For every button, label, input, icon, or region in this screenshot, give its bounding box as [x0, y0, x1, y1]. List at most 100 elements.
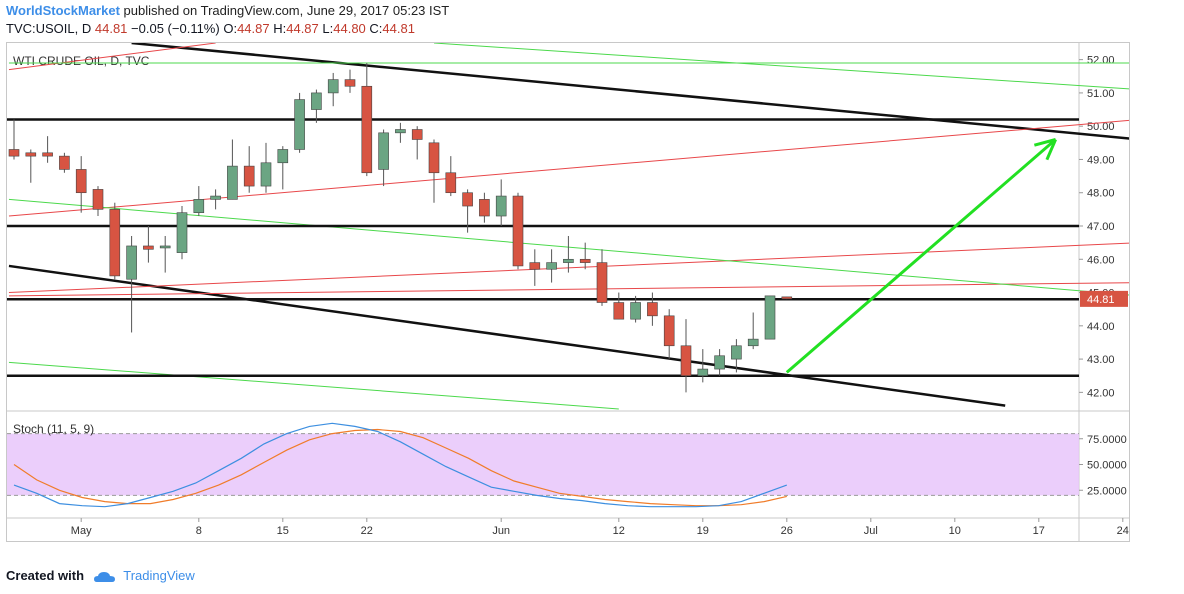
- stoch-title: Stoch (11, 5, 9): [13, 422, 94, 436]
- close-value: 44.81: [382, 21, 415, 36]
- x-tick-label: 15: [277, 525, 289, 537]
- stoch-y-tick-label: 75.0000: [1087, 434, 1127, 446]
- candle-body: [546, 262, 557, 270]
- candle-body: [479, 199, 490, 217]
- stoch-k-line: [13, 422, 788, 508]
- high-value: 44.87: [286, 21, 319, 36]
- stoch-d-line: [13, 428, 787, 507]
- last-price-badge-label: 44.81: [1087, 294, 1115, 306]
- y-tick-label: 50.00: [1087, 121, 1115, 133]
- candle-body: [596, 262, 608, 303]
- stoch-y-tick-label: 25.0000: [1087, 485, 1127, 497]
- candle-body: [411, 129, 423, 140]
- open-label: O:: [223, 21, 238, 36]
- publish-header: WorldStockMarket published on TradingVie…: [6, 3, 449, 18]
- y-tick-label: 42.00: [1087, 387, 1115, 399]
- high-label: H:: [273, 21, 287, 36]
- open-value: 44.87: [237, 21, 270, 36]
- x-tick-label: 24: [1117, 525, 1129, 537]
- symbol-label: TVC:USOIL, D: [6, 21, 92, 36]
- candle-body: [697, 368, 709, 377]
- candle-body: [159, 245, 171, 249]
- y-tick-label: 49.00: [1087, 154, 1115, 166]
- price-chart[interactable]: WTI CRUDE OIL, D, TVC 52.00 51.00 50.00 49.0…: [7, 43, 1129, 541]
- candle-body: [109, 209, 121, 277]
- low-value: 44.80: [333, 21, 366, 36]
- candle-body: [143, 245, 154, 250]
- y-tick-label: 44.00: [1087, 321, 1115, 333]
- candle-body: [260, 162, 272, 187]
- low-label: L:: [322, 21, 334, 36]
- candle-body: [395, 129, 406, 134]
- y-tick-label: 51.00: [1087, 88, 1115, 100]
- y-tick-label: 52.00: [1087, 55, 1115, 67]
- trendline-red: [8, 282, 1129, 297]
- candle-body: [243, 165, 255, 187]
- trendline-black: [131, 43, 1129, 140]
- candle-body: [8, 149, 20, 157]
- candle-body: [445, 172, 457, 194]
- close-label: C:: [369, 21, 383, 36]
- candle-body: [495, 195, 507, 217]
- candle-body: [126, 245, 137, 280]
- trendline-black: [8, 264, 1006, 407]
- candle-body: [613, 302, 625, 320]
- candle-body: [630, 302, 641, 320]
- x-tick-label: 17: [1033, 525, 1045, 537]
- chart-frame[interactable]: WTI CRUDE OIL, D, TVC 52.00 51.00 50.00 49.0…: [6, 42, 1130, 542]
- y-tick-label: 47.00: [1087, 221, 1115, 233]
- x-tick-label: 19: [697, 525, 709, 537]
- last-price-badge: [1080, 290, 1128, 307]
- candle-body: [75, 169, 87, 194]
- symbol-header: TVC:USOIL, D 44.81 −0.05 (−0.11%) O:44.8…: [6, 21, 415, 36]
- candle-body: [344, 79, 356, 87]
- candle-body: [193, 199, 205, 213]
- x-tick-label: Jun: [492, 525, 510, 537]
- candle-body: [663, 315, 675, 347]
- trendline-red: [8, 242, 1129, 294]
- forecast-arrow-head: [1045, 138, 1057, 161]
- tradingview-link[interactable]: TradingView: [123, 568, 195, 583]
- candle-body: [747, 338, 759, 347]
- candle-body: [512, 195, 524, 267]
- tradingview-cloud-icon: [93, 571, 115, 582]
- y-tick-label: 46.00: [1087, 254, 1115, 266]
- created-with-text: Created with: [6, 568, 85, 583]
- candle-body: [529, 262, 541, 270]
- y-tick-label: 43.00: [1087, 354, 1115, 366]
- x-tick-label: 22: [361, 525, 373, 537]
- candle-body: [647, 302, 658, 317]
- y-tick-label: 48.00: [1087, 188, 1115, 200]
- x-tick-label: Jul: [864, 525, 878, 537]
- candle-body: [294, 99, 305, 150]
- trendline-green: [8, 198, 1129, 296]
- candle-body: [327, 79, 339, 94]
- footer: Created with TradingView: [6, 568, 195, 583]
- forecast-arrow-head: [1033, 138, 1056, 147]
- price-change: −0.05 (−0.11%): [131, 21, 220, 36]
- candle-body: [579, 258, 591, 263]
- candle-body: [680, 345, 692, 377]
- candle-body: [210, 195, 221, 200]
- x-tick-label: 26: [781, 525, 793, 537]
- trendline-green: [8, 361, 619, 410]
- chart-title: WTI CRUDE OIL, D, TVC: [13, 54, 150, 68]
- trendline-red: [8, 43, 216, 71]
- candle-body: [428, 142, 440, 174]
- trendline-green: [433, 43, 1129, 90]
- candle-body: [714, 355, 725, 370]
- candle-body: [361, 85, 373, 174]
- published-text: published on TradingView.com, June 29, 2…: [123, 3, 450, 18]
- last-price: 44.81: [94, 21, 128, 36]
- x-tick-label: 12: [613, 525, 625, 537]
- x-tick-label: 10: [949, 525, 961, 537]
- author-link[interactable]: WorldStockMarket: [6, 3, 120, 18]
- candle-body: [731, 345, 742, 360]
- forecast-arrow: [785, 138, 1057, 374]
- candle-body: [42, 152, 53, 157]
- candle-body: [25, 152, 37, 157]
- stoch-y-tick-label: 50.0000: [1087, 460, 1127, 472]
- candle-body: [277, 149, 289, 164]
- candle-body: [462, 192, 473, 207]
- trendline-red: [8, 119, 1129, 217]
